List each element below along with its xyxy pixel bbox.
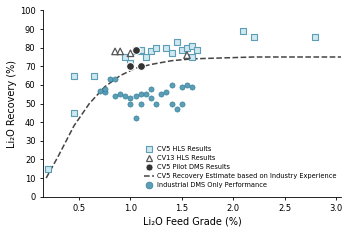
CV5 Recovery Estimate based on Industry Experience	[133, 67, 138, 70]
CV13 HLS Results	[128, 51, 133, 55]
CV13 HLS Results	[184, 53, 190, 57]
CV5 HLS Results	[46, 167, 51, 171]
Industrial DMS Only Performance	[117, 92, 123, 96]
CV5 HLS Results	[138, 50, 144, 53]
CV5 Recovery Estimate based on Industry Experience	[118, 74, 122, 77]
CV5 Pilot DMS Results	[133, 48, 138, 51]
Industrial DMS Only Performance	[133, 116, 138, 120]
CV5 HLS Results	[189, 55, 195, 59]
CV5 Recovery Estimate based on Industry Experience	[313, 56, 317, 58]
Y-axis label: Li₂O Recovery (%): Li₂O Recovery (%)	[7, 60, 17, 147]
CV5 HLS Results	[174, 40, 180, 44]
Industrial DMS Only Performance	[102, 90, 107, 94]
Industrial DMS Only Performance	[128, 96, 133, 100]
CV5 HLS Results	[92, 74, 97, 78]
CV5 Pilot DMS Results	[138, 65, 144, 68]
CV5 HLS Results	[143, 55, 149, 59]
CV5 HLS Results	[179, 48, 185, 51]
Industrial DMS Only Performance	[148, 87, 154, 90]
CV5 HLS Results	[133, 50, 138, 53]
CV5 HLS Results	[71, 111, 77, 115]
CV13 HLS Results	[117, 50, 123, 53]
CV5 HLS Results	[184, 46, 190, 50]
CV5 HLS Results	[71, 74, 77, 78]
CV5 Recovery Estimate based on Industry Experience	[221, 57, 225, 59]
Industrial DMS Only Performance	[138, 102, 144, 105]
Industrial DMS Only Performance	[107, 77, 113, 81]
Industrial DMS Only Performance	[169, 83, 174, 87]
Industrial DMS Only Performance	[97, 89, 103, 92]
Industrial DMS Only Performance	[122, 94, 128, 98]
CV5 Recovery Estimate based on Industry Experience	[87, 102, 91, 105]
Industrial DMS Only Performance	[102, 87, 107, 90]
Industrial DMS Only Performance	[179, 102, 185, 105]
CV5 Recovery Estimate based on Industry Experience	[103, 85, 107, 88]
CV13 HLS Results	[112, 50, 118, 53]
CV5 HLS Results	[138, 48, 144, 51]
CV5 HLS Results	[195, 48, 200, 51]
Line: CV5 Recovery Estimate based on Industry Experience: CV5 Recovery Estimate based on Industry …	[46, 57, 341, 178]
CV5 HLS Results	[163, 46, 169, 50]
Industrial DMS Only Performance	[179, 85, 185, 89]
Industrial DMS Only Performance	[128, 102, 133, 105]
Industrial DMS Only Performance	[143, 92, 149, 96]
Industrial DMS Only Performance	[189, 85, 195, 89]
Industrial DMS Only Performance	[174, 107, 180, 111]
CV5 Recovery Estimate based on Industry Experience	[56, 154, 61, 157]
Industrial DMS Only Performance	[133, 94, 138, 98]
CV5 HLS Results	[313, 35, 318, 38]
CV5 HLS Results	[148, 50, 154, 53]
CV5 HLS Results	[251, 35, 257, 38]
CV5 Recovery Estimate based on Industry Experience	[44, 177, 48, 179]
Industrial DMS Only Performance	[159, 92, 164, 96]
Industrial DMS Only Performance	[112, 77, 118, 81]
CV5 Recovery Estimate based on Industry Experience	[339, 56, 343, 58]
CV5 HLS Results	[153, 46, 159, 50]
CV5 Recovery Estimate based on Industry Experience	[282, 56, 287, 58]
CV5 HLS Results	[128, 61, 133, 65]
CV5 Recovery Estimate based on Industry Experience	[190, 58, 194, 60]
CV5 HLS Results	[189, 44, 195, 48]
Industrial DMS Only Performance	[153, 102, 159, 105]
CV5 HLS Results	[122, 55, 128, 59]
X-axis label: Li₂O Feed Grade (%): Li₂O Feed Grade (%)	[143, 216, 241, 226]
Industrial DMS Only Performance	[112, 94, 118, 98]
Industrial DMS Only Performance	[138, 92, 144, 96]
CV5 Pilot DMS Results	[128, 65, 133, 68]
Industrial DMS Only Performance	[169, 102, 174, 105]
CV5 Recovery Estimate based on Industry Experience	[149, 63, 153, 66]
CV5 Recovery Estimate based on Industry Experience	[169, 59, 174, 62]
Legend: CV5 HLS Results, CV13 HLS Results, CV5 Pilot DMS Results, CV5 Recovery Estimate : CV5 HLS Results, CV13 HLS Results, CV5 P…	[142, 145, 338, 190]
CV5 HLS Results	[133, 48, 138, 51]
Industrial DMS Only Performance	[148, 96, 154, 100]
Industrial DMS Only Performance	[184, 83, 190, 87]
CV5 Recovery Estimate based on Industry Experience	[252, 56, 256, 58]
CV5 Recovery Estimate based on Industry Experience	[72, 124, 76, 127]
CV5 HLS Results	[241, 29, 246, 33]
CV5 HLS Results	[169, 51, 174, 55]
Industrial DMS Only Performance	[163, 90, 169, 94]
